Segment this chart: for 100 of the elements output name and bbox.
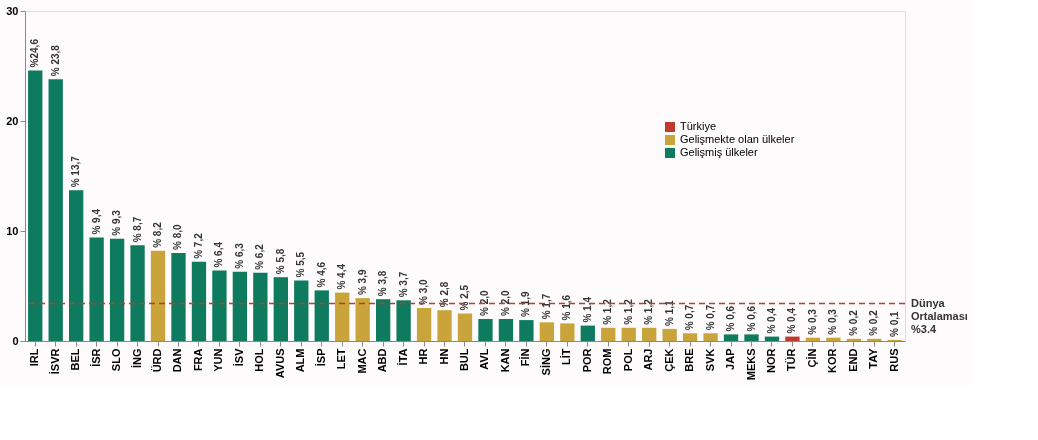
data-label: % 1,7 — [540, 293, 552, 320]
data-label: % 6,3 — [233, 242, 245, 269]
bar — [191, 261, 207, 341]
data-label: % 5,8 — [274, 248, 286, 275]
bar — [826, 337, 841, 341]
data-label: % 0,6 — [745, 305, 757, 332]
data-label: % 5,5 — [295, 251, 307, 278]
bar — [519, 320, 534, 341]
data-label: % 2,0 — [479, 289, 491, 316]
x-tick-label: LİT — [560, 348, 573, 365]
x-tick-label: İSR — [89, 348, 102, 367]
bar — [662, 328, 677, 341]
x-tick-label: END — [846, 348, 859, 372]
bar — [580, 325, 595, 341]
bar — [273, 277, 288, 341]
bar — [232, 271, 248, 341]
x-tick-label: JAP — [724, 348, 737, 370]
x-tick-label: RUS — [887, 348, 900, 372]
x-tick-label: İNG — [130, 348, 143, 369]
x-tick-label: ÇİN — [805, 348, 818, 368]
bar — [212, 270, 227, 341]
data-label: % 8,2 — [152, 221, 164, 248]
data-label: % 8,0 — [172, 223, 184, 250]
x-tick-label: SVK — [703, 348, 716, 372]
y-tick-label: 0 — [12, 334, 19, 347]
bar — [437, 310, 452, 341]
x-tick-label: ÜRD — [151, 348, 164, 373]
data-label: % 4,4 — [336, 263, 348, 290]
bar — [457, 313, 473, 341]
data-label: % 1,9 — [520, 291, 532, 318]
x-tick-label: KAN — [498, 348, 511, 373]
x-tick-label: MEKS — [744, 348, 757, 381]
x-tick-label: İSP — [314, 348, 327, 367]
x-tick-label: ÇEK — [662, 348, 675, 372]
data-label: % 2,5 — [459, 284, 470, 311]
legend-label: Gelişmekte olan ülkeler — [680, 133, 795, 145]
x-tick-label: HOL — [253, 348, 266, 372]
data-label: % 3,7 — [397, 271, 409, 298]
bar — [355, 298, 370, 341]
x-tick-label: İSV — [232, 347, 245, 367]
x-tick-label: AVL — [478, 348, 491, 370]
x-tick-label: HN — [437, 348, 450, 365]
data-label: % 8,7 — [131, 216, 143, 243]
data-label: % 0,2 — [868, 309, 880, 336]
data-label: % 0,6 — [725, 305, 737, 332]
bar — [28, 70, 43, 341]
x-tick-label: ABD — [376, 348, 389, 373]
x-tick-label: SLO — [110, 348, 123, 372]
legend-label: Gelişmiş ülkeler — [680, 146, 758, 158]
bar — [785, 336, 800, 341]
legend-label: Türkiye — [680, 120, 717, 132]
bar — [294, 280, 309, 341]
bar — [48, 79, 63, 341]
data-label: % 0,3 — [827, 308, 839, 335]
x-tick-label: SİNG — [539, 348, 552, 376]
x-tick-label: HR — [417, 348, 430, 365]
y-tick-label: 30 — [6, 4, 19, 17]
data-label: % 9,4 — [90, 208, 102, 235]
bar — [253, 272, 268, 341]
data-label: % 0,2 — [847, 309, 859, 336]
data-label: % 9,3 — [111, 209, 123, 236]
x-tick-label: MAC — [355, 348, 368, 374]
x-tick-label: ARJ — [642, 348, 655, 371]
y-tick-label: 10 — [6, 224, 19, 237]
bar — [396, 300, 411, 341]
data-label: % 6,2 — [254, 243, 266, 270]
data-label: % 0,4 — [765, 307, 777, 334]
data-label: % 0,7 — [704, 304, 716, 331]
bar — [109, 238, 125, 341]
ref-line-label: Dünya Ortalaması %3.4 — [911, 296, 968, 335]
x-tick-label: DAN — [171, 348, 184, 373]
bar — [682, 333, 698, 341]
bar — [89, 237, 104, 341]
bar — [314, 290, 329, 341]
x-tick-label: YUN — [212, 348, 225, 372]
bar — [130, 245, 145, 341]
bar — [642, 327, 657, 341]
x-tick-label: NOR — [764, 348, 777, 373]
x-tick-label: AVUS — [273, 348, 286, 379]
bar — [539, 322, 555, 341]
bar — [621, 327, 636, 341]
bar — [478, 319, 493, 341]
bar — [498, 319, 514, 341]
x-tick-label: İSVR — [48, 348, 61, 375]
data-label: % 3,9 — [356, 269, 368, 296]
data-label: % 13,7 — [70, 155, 82, 188]
x-tick-label: IRL — [28, 348, 41, 367]
data-label: %24,6 — [29, 38, 41, 68]
x-tick-label: KOR — [826, 348, 839, 373]
bar — [69, 190, 84, 341]
data-label: % 0,7 — [684, 304, 696, 331]
bar — [335, 292, 350, 341]
x-tick-label: BUL — [458, 348, 470, 372]
x-tick-label: BEL — [69, 348, 82, 371]
data-label: % 7,2 — [192, 232, 204, 259]
y-tick-label: 20 — [6, 114, 19, 127]
x-tick-label: POL — [621, 348, 634, 372]
bar — [416, 308, 432, 341]
data-label: % 4,6 — [315, 261, 327, 288]
data-label: % 0,4 — [786, 307, 798, 334]
